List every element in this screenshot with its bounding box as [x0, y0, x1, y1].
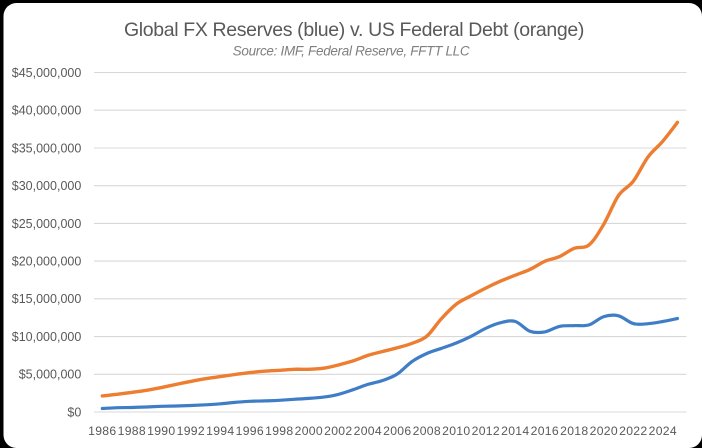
svg-text:Global FX Reserves (blue) v. U: Global FX Reserves (blue) v. US Federal …	[124, 19, 584, 41]
svg-text:2002: 2002	[324, 424, 352, 438]
svg-text:$0: $0	[67, 405, 81, 419]
svg-text:2022: 2022	[619, 424, 647, 438]
svg-text:2024: 2024	[649, 424, 677, 438]
svg-text:2004: 2004	[354, 424, 382, 438]
svg-text:2016: 2016	[531, 424, 559, 438]
svg-text:1990: 1990	[147, 424, 175, 438]
svg-text:2018: 2018	[560, 424, 588, 438]
svg-text:$15,000,000: $15,000,000	[12, 292, 82, 306]
svg-text:$45,000,000: $45,000,000	[12, 66, 82, 80]
svg-text:2008: 2008	[413, 424, 441, 438]
svg-text:$30,000,000: $30,000,000	[12, 179, 82, 193]
svg-text:1998: 1998	[265, 424, 293, 438]
svg-text:1994: 1994	[206, 424, 234, 438]
svg-text:2000: 2000	[295, 424, 323, 438]
svg-text:2014: 2014	[501, 424, 529, 438]
svg-text:2010: 2010	[442, 424, 470, 438]
svg-text:$5,000,000: $5,000,000	[19, 368, 82, 382]
svg-text:1988: 1988	[118, 424, 146, 438]
svg-text:2012: 2012	[472, 424, 500, 438]
svg-text:$40,000,000: $40,000,000	[12, 104, 82, 118]
svg-text:$25,000,000: $25,000,000	[12, 217, 82, 231]
svg-text:1986: 1986	[88, 424, 116, 438]
svg-text:$10,000,000: $10,000,000	[12, 330, 82, 344]
svg-text:$20,000,000: $20,000,000	[12, 255, 82, 269]
svg-text:$35,000,000: $35,000,000	[12, 141, 82, 155]
svg-text:2020: 2020	[590, 424, 618, 438]
svg-text:1992: 1992	[177, 424, 205, 438]
svg-text:2006: 2006	[383, 424, 411, 438]
svg-text:Source: IMF, Federal Reserve,: Source: IMF, Federal Reserve, FFTT LLC	[233, 43, 470, 58]
svg-text:1996: 1996	[236, 424, 264, 438]
